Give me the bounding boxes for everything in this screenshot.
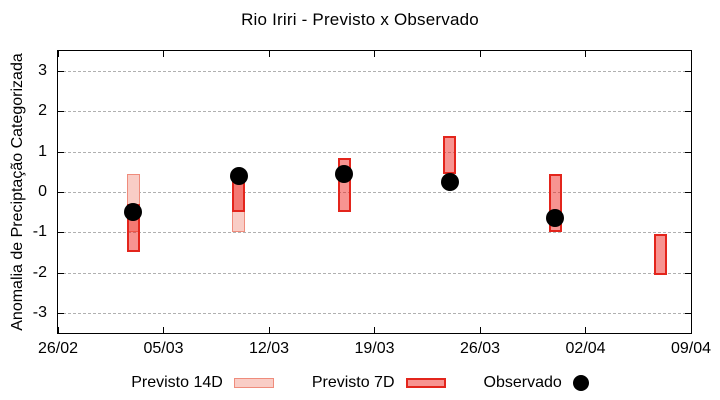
gridline [58, 192, 691, 193]
x-tick-label: 12/03 [248, 340, 290, 357]
x-tick-label: 26/03 [459, 340, 501, 357]
y-tick-label: 1 [38, 142, 47, 160]
legend-item-observado: Observado [484, 374, 589, 392]
y-tick-mark [685, 272, 691, 274]
y-tick-mark [58, 192, 64, 193]
x-tick-mark [374, 51, 375, 57]
x-tick-mark [163, 327, 164, 333]
y-tick-mark [58, 71, 64, 73]
legend-item-previsto-14d: Previsto 14D [131, 374, 274, 392]
gridline [58, 111, 691, 113]
legend: Previsto 14D Previsto 7D Observado [0, 372, 720, 394]
observado-dot [440, 172, 459, 191]
previsto-7d-bar [443, 135, 457, 174]
x-tick-mark [585, 327, 586, 333]
y-tick-mark [685, 111, 691, 113]
y-tick-mark [685, 71, 691, 73]
legend-item-previsto-7d: Previsto 7D [312, 374, 446, 392]
y-tick-label: 2 [38, 102, 47, 120]
observado-dot [229, 166, 248, 185]
x-tick-label: 19/03 [354, 340, 395, 357]
y-tick-mark [58, 111, 64, 113]
x-tick-mark [479, 327, 481, 333]
y-tick-mark [685, 312, 691, 314]
x-tick-mark [163, 51, 164, 57]
y-tick-label: -2 [32, 263, 47, 281]
observado-dot [124, 203, 143, 222]
x-tick-mark [57, 51, 59, 57]
observado-dot [546, 209, 565, 228]
x-tick-mark [479, 51, 481, 57]
y-tick-mark [685, 192, 691, 193]
x-tick-label: 26/02 [37, 340, 79, 357]
y-tick-mark [58, 272, 64, 274]
legend-label-previsto-7d: Previsto 7D [311, 374, 395, 391]
x-tick-label: 09/04 [670, 340, 712, 357]
y-tick-mark [685, 232, 691, 234]
x-tick-mark [690, 327, 692, 333]
plot-area [57, 50, 692, 334]
y-tick-label: -3 [32, 303, 47, 321]
previsto-7d-swatch [405, 378, 446, 388]
gridline [58, 232, 691, 234]
y-tick-label: 3 [38, 62, 47, 80]
y-tick-mark [58, 151, 64, 153]
y-tick-label: 0 [38, 183, 47, 200]
gridline [58, 312, 691, 314]
observado-dot-icon [572, 375, 589, 391]
gridline [58, 272, 691, 274]
observado-dot [335, 164, 354, 183]
gridline [58, 151, 691, 153]
previsto-14d-swatch [233, 378, 274, 388]
x-tick-mark [268, 327, 270, 333]
y-tick-mark [58, 232, 64, 234]
y-tick-label: -1 [32, 223, 47, 241]
legend-label-observado: Observado [483, 374, 562, 391]
x-tick-mark [268, 51, 270, 57]
x-tick-label: 02/04 [565, 340, 606, 357]
gridline [58, 71, 691, 73]
y-tick-mark [685, 151, 691, 153]
chart-title: Rio Iriri - Previsto x Observado [241, 10, 479, 29]
x-tick-mark [690, 51, 692, 57]
previsto-7d-bar [654, 234, 668, 275]
x-tick-mark [585, 51, 586, 57]
y-tick-mark [58, 312, 64, 314]
x-tick-mark [57, 327, 59, 333]
x-tick-mark [374, 327, 375, 333]
legend-label-previsto-14d: Previsto 14D [131, 374, 223, 391]
x-tick-label: 05/03 [143, 340, 184, 357]
